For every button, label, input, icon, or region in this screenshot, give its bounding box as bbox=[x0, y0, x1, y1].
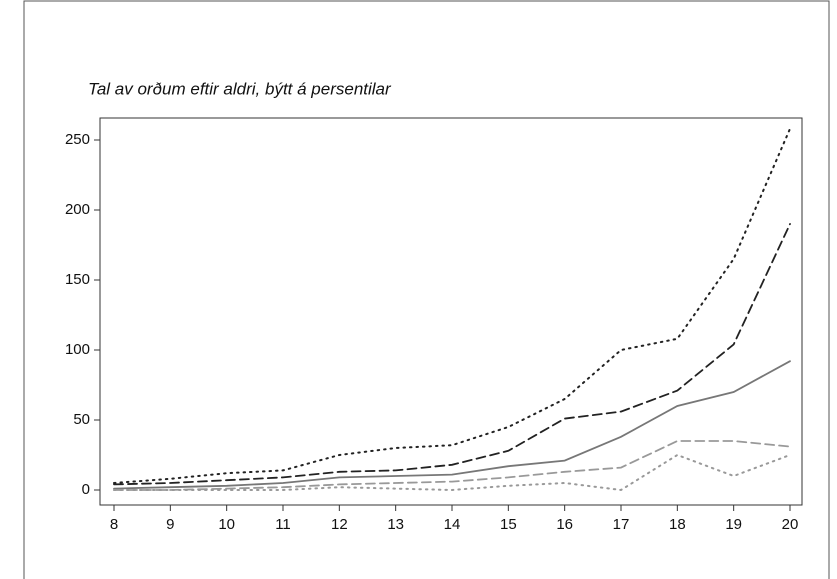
x-tick-label: 9 bbox=[166, 516, 174, 533]
y-tick-label: 100 bbox=[65, 341, 90, 358]
line-series bbox=[113, 440, 791, 491]
line-series bbox=[113, 360, 791, 490]
y-tick-label: 0 bbox=[82, 481, 90, 498]
x-tick-label: 17 bbox=[613, 516, 630, 533]
x-tick-label: 19 bbox=[725, 516, 742, 533]
frame bbox=[23, 0, 830, 579]
chart-title: Tal av orðum eftir aldri, býtt á persent… bbox=[88, 79, 392, 98]
x-tick-label: 11 bbox=[275, 516, 291, 533]
y-tick-label: 50 bbox=[73, 411, 90, 428]
line-series bbox=[113, 223, 791, 486]
x-tick-label: 10 bbox=[218, 516, 235, 533]
x-tick-label: 16 bbox=[556, 516, 573, 533]
x-tick-label: 20 bbox=[782, 516, 799, 533]
x-tick-label: 13 bbox=[387, 516, 404, 533]
line-series bbox=[113, 127, 791, 484]
x-tick-label: 14 bbox=[444, 516, 461, 533]
x-tick-label: 12 bbox=[331, 516, 348, 533]
y-tick-label: 200 bbox=[65, 201, 90, 218]
y-tick-label: 250 bbox=[65, 131, 90, 148]
x-tick-label: 18 bbox=[669, 516, 686, 533]
y-tick-label: 150 bbox=[65, 271, 90, 288]
x-tick-label: 15 bbox=[500, 516, 517, 533]
line-series bbox=[113, 453, 791, 492]
x-tick-label: 8 bbox=[110, 516, 118, 533]
plot-area bbox=[99, 117, 803, 506]
